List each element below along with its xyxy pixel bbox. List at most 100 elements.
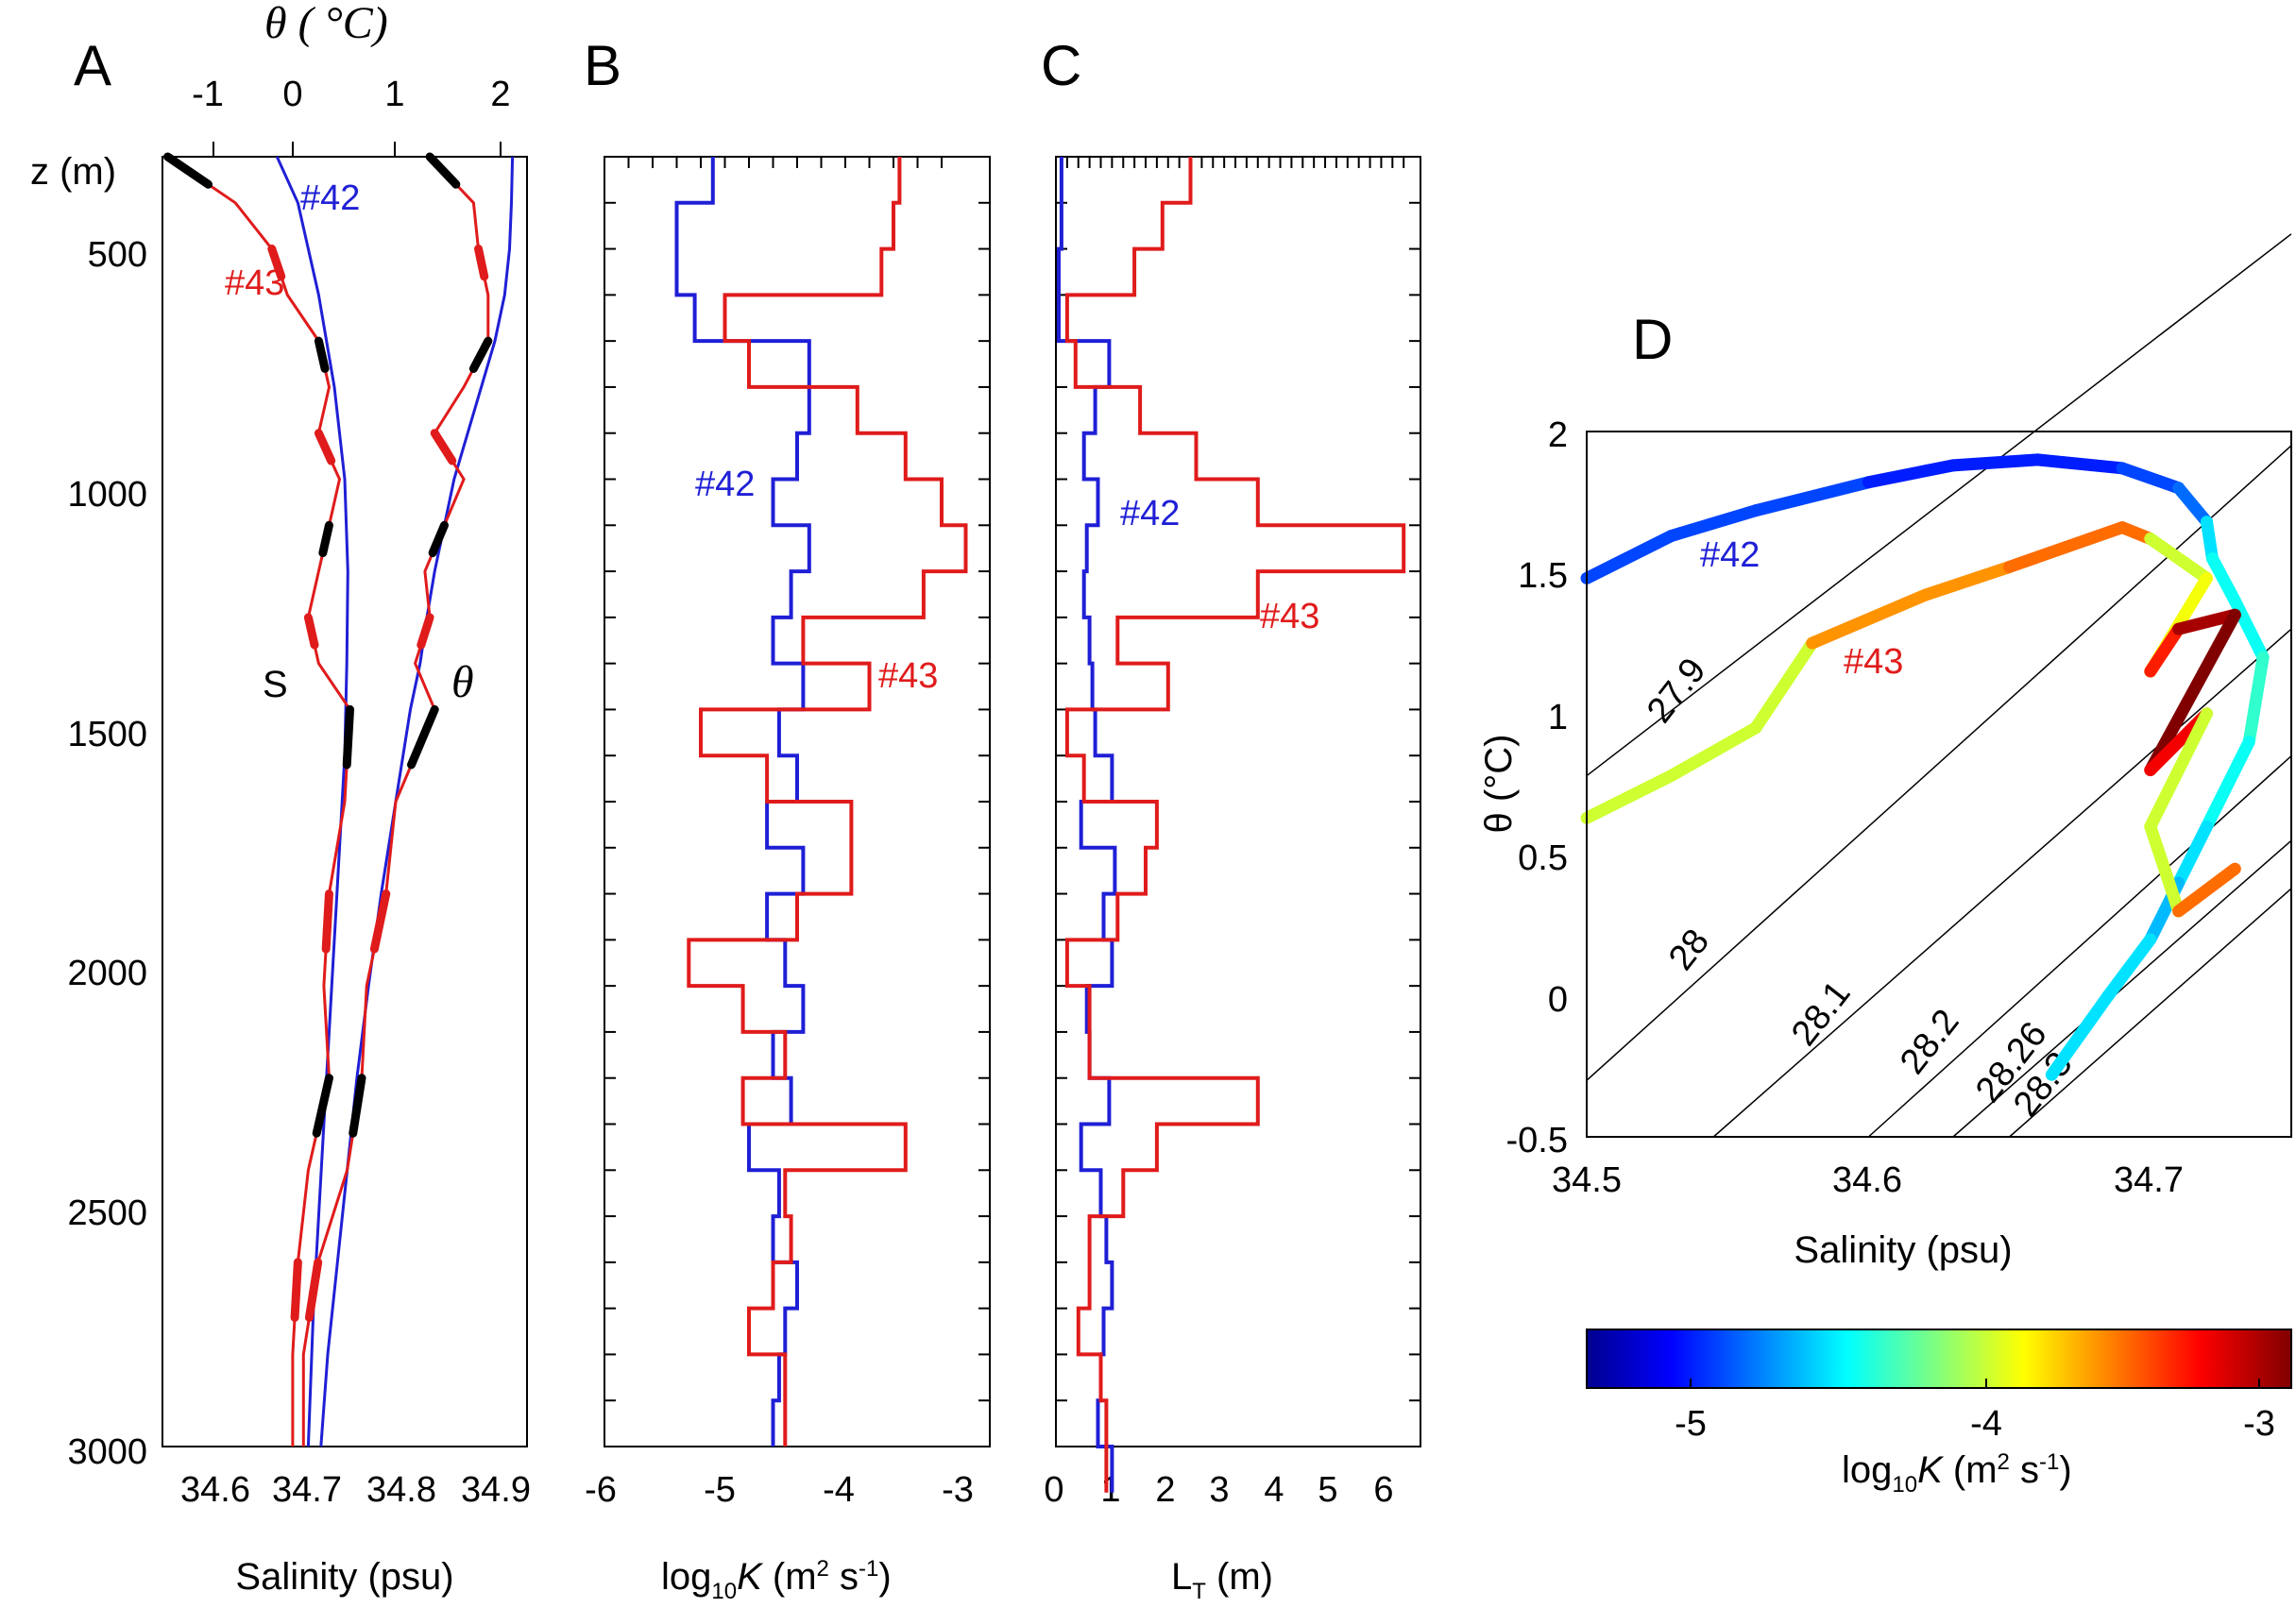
ts-segment-st42 xyxy=(1665,504,1762,543)
log-k-tick: -4 xyxy=(823,1470,855,1510)
colorbar-ticks: -5 -4 -3 xyxy=(1675,1379,2275,1444)
isopycnal-line xyxy=(1867,755,2292,1138)
salinity-tick: 34.6 xyxy=(1832,1160,1902,1200)
log-k-tick: -5 xyxy=(704,1470,736,1510)
xlabel-part: 2 xyxy=(817,1556,829,1582)
ts-segment-st42 xyxy=(1749,476,1875,517)
ts-segment-st42 xyxy=(2045,990,2115,1081)
theta-tick: 0 xyxy=(1548,980,1568,1020)
colorbar-label-part: 10 xyxy=(1892,1472,1917,1498)
ts-segment-st42 xyxy=(2228,594,2270,664)
depth-tick: 2500 xyxy=(67,1193,147,1233)
panel-d-x-ticks: 34.5 34.6 34.7 xyxy=(1552,1160,2184,1200)
colorbar-label-part: s xyxy=(2010,1449,2039,1491)
overturn-segment xyxy=(428,520,450,558)
panel-b-tickmarks xyxy=(604,157,990,1402)
overturn-segment xyxy=(314,429,336,465)
colorbar-label-part: -1 xyxy=(2039,1449,2059,1475)
ts-segment-st43 xyxy=(2144,608,2241,777)
colorbar-label-part: log xyxy=(1842,1449,1892,1491)
salinity-tick: 34.9 xyxy=(461,1470,531,1510)
panel-a-x-ticks: 34.6 34.7 34.8 34.9 xyxy=(180,1470,531,1510)
panel-c-x-ticks: 0 1 2 3 4 5 6 xyxy=(1044,1470,1393,1510)
xlabel-part: (m xyxy=(762,1556,817,1598)
xlabel-part: ) xyxy=(878,1556,891,1598)
panel-a-depth-ticks: 500 1000 1500 2000 2500 3000 xyxy=(67,235,147,1472)
theta-tick: 1.5 xyxy=(1518,556,1568,596)
overturn-segment xyxy=(369,889,391,954)
panel-d-label-43: #43 xyxy=(1844,642,1903,682)
ts-segment-st43 xyxy=(1918,560,2016,601)
overturn-segment xyxy=(342,704,355,770)
lt-tick: 3 xyxy=(1209,1470,1229,1510)
panel-a-label-43: #43 xyxy=(225,263,284,303)
overturn-segment xyxy=(267,245,286,281)
ts-segment-st43 xyxy=(2144,707,2213,833)
panel-a-theta-axis-title: θ ( °C) xyxy=(264,0,388,48)
panel-letter-b: B xyxy=(584,34,621,97)
ts-segment-st43 xyxy=(1580,770,1678,824)
colorbar-tick: -5 xyxy=(1675,1404,1707,1444)
salinity-tick: 34.7 xyxy=(2114,1160,2184,1200)
overturn-segment xyxy=(163,152,213,189)
panel-letter-d: D xyxy=(1632,308,1673,371)
colorbar-label-part: 2 xyxy=(1998,1449,2010,1475)
panel-b: B -6 -5 -4 -3 log10K (m2 s-1) #42 #43 xyxy=(584,34,991,1604)
xlabel-part: T xyxy=(1192,1579,1206,1604)
overturn-segment xyxy=(314,336,330,373)
overturn-segment xyxy=(290,1258,302,1322)
thorpe-step-line-0 xyxy=(1057,157,1117,1493)
ts-segment-st42 xyxy=(1580,530,1678,584)
panel-b-x-ticks: -6 -5 -4 -3 xyxy=(585,1470,974,1510)
xlabel-part: log xyxy=(661,1556,711,1598)
panel-d-plot xyxy=(1580,453,2270,1081)
panel-a-theta-ticks: -1 0 1 2 xyxy=(192,75,510,114)
panel-d-ylabel: θ (°C) xyxy=(1478,735,1520,834)
lt-tick: 5 xyxy=(1318,1470,1337,1510)
isopycnal-label: 28.1 xyxy=(1784,973,1859,1053)
ts-segment-st42 xyxy=(2200,736,2255,833)
xlabel-part: L xyxy=(1171,1556,1192,1598)
ts-segment-st42 xyxy=(2172,482,2213,529)
depth-tick: 1000 xyxy=(67,475,147,515)
depth-tick: 3000 xyxy=(67,1432,147,1472)
colorbar-tick: -4 xyxy=(1970,1404,2002,1444)
panel-a-xlabel: Salinity (psu) xyxy=(235,1556,453,1598)
depth-tick: 2000 xyxy=(67,954,147,993)
panel-a-label-theta: θ xyxy=(451,657,474,707)
colorbar-label-part: ) xyxy=(2059,1449,2071,1491)
lt-tick: 0 xyxy=(1044,1470,1063,1510)
panel-b-plot xyxy=(674,157,968,1447)
panel-a: A θ ( °C) -1 0 1 2 z (m) 500 1000 1500 2… xyxy=(30,0,531,1598)
ts-segment-st43 xyxy=(1665,721,1762,783)
xlabel-part: 10 xyxy=(711,1579,737,1604)
panel-c-plot xyxy=(1057,157,1406,1493)
panel-b-label-42: #42 xyxy=(695,465,755,504)
log-k-tick: -6 xyxy=(585,1470,617,1510)
salinity-tick: 34.5 xyxy=(1552,1160,1622,1200)
panel-d-xlabel: Salinity (psu) xyxy=(1794,1229,2012,1271)
theta-tick: -0.5 xyxy=(1506,1121,1568,1160)
overturn-segment xyxy=(349,1074,366,1138)
overturn-segment xyxy=(303,613,319,650)
panel-letter-a: A xyxy=(74,34,111,97)
ts-segment-st43 xyxy=(2144,533,2213,584)
overturn-segment xyxy=(312,1074,333,1138)
panel-c-label-42: #42 xyxy=(1120,494,1180,533)
depth-tick: 500 xyxy=(88,235,147,275)
isopycnal-label: 28 xyxy=(1661,922,1717,977)
panel-a-label-s: S xyxy=(263,664,288,705)
salinity-tick: 34.7 xyxy=(272,1470,342,1510)
ts-segment-st43 xyxy=(2172,862,2241,918)
panel-letter-c: C xyxy=(1041,34,1081,97)
panel-a-depth-axis-title: z (m) xyxy=(30,151,116,193)
overturn-segment xyxy=(321,889,333,954)
xlabel-part: -1 xyxy=(859,1556,878,1582)
lt-tick: 6 xyxy=(1373,1470,1393,1510)
isopycnal-label: 28.2 xyxy=(1893,1002,1967,1081)
overturn-segment xyxy=(474,245,489,281)
isopycnal-line xyxy=(2009,888,2292,1138)
xlabel-part: (m) xyxy=(1206,1556,1273,1598)
